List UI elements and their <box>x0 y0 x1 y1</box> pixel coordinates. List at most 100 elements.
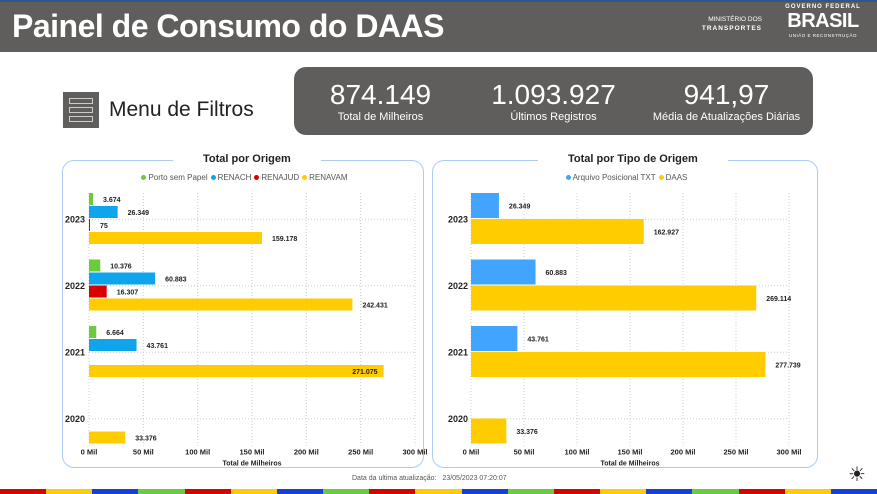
data-label: 162.927 <box>654 230 679 237</box>
stripe-segment <box>784 489 831 494</box>
bar-renajud <box>89 219 90 231</box>
y-tick-label: 2022 <box>65 281 85 291</box>
stripe-segment <box>230 489 277 494</box>
bar-arquivo-posicional-txt <box>471 326 518 351</box>
data-label: 60.883 <box>546 270 568 277</box>
legend-marker <box>565 175 571 180</box>
y-tick-label: 2020 <box>65 414 85 424</box>
stripe-segment <box>461 489 508 494</box>
y-tick-label: 2022 <box>448 281 468 291</box>
stripe-segment <box>138 489 185 494</box>
data-label: 75 <box>100 223 108 230</box>
x-tick-label: 50 Mil <box>133 448 154 457</box>
stripe-segment <box>507 489 554 494</box>
stripe-segment <box>276 489 324 494</box>
bar-renavam <box>89 365 384 377</box>
bar-porto-sem-papel <box>89 326 97 338</box>
bar-renach <box>89 339 137 351</box>
chart-title: Total por Origem <box>173 153 321 165</box>
stripe-segment <box>553 489 601 494</box>
bar-arquivo-posicional-txt <box>471 259 536 285</box>
x-tick-label: 250 Mil <box>723 448 748 457</box>
kpi-label: Média de Atualizações Diárias <box>652 111 801 123</box>
chart-svg: 0 Mil 50 Mil 100 Mil 150 Mil 200 Mil 250 Mil 3… <box>448 193 802 468</box>
bar-renavam <box>89 298 353 311</box>
stripe-segment <box>184 489 231 494</box>
bar-porto-sem-papel <box>89 259 101 272</box>
legend-item[interactable]: RENACH <box>217 173 252 182</box>
kpi-value: 874.149 <box>329 79 432 110</box>
data-label: 33.376 <box>135 436 157 443</box>
chart-legend: Porto sem Papel RENACH RENAJUD RENAVAM <box>63 173 423 182</box>
government-logo: GOVERNO FEDERAL BRASIL UNIÃO E RECONSTRU… <box>775 4 871 38</box>
y-tick-label: 2021 <box>448 347 468 357</box>
legend-marker <box>302 175 308 180</box>
header: Painel de Consumo do DAAS MINISTÉRIO DOS… <box>0 0 877 52</box>
stripe-segment <box>646 489 693 494</box>
stripe-segment <box>92 489 139 494</box>
chart-legend: Arquivo Posicional TXT DAAS <box>433 173 817 182</box>
data-label: 43.761 <box>147 343 169 350</box>
x-axis-title: Total de Milheiros <box>223 461 282 468</box>
bar-renach <box>89 206 118 218</box>
data-label: 26.349 <box>128 210 150 217</box>
data-label: 271.075 <box>352 369 377 376</box>
bar-daas <box>471 418 507 444</box>
x-axis-title: Total de Milheiros <box>601 461 660 468</box>
ministry-line1: MINISTÉRIO DOS <box>708 16 762 23</box>
stripe-segment <box>46 489 93 494</box>
hamburger-menu-icon[interactable] <box>63 92 99 128</box>
bar-renajud <box>89 285 107 298</box>
legend-item[interactable]: RENAVAM <box>309 173 348 182</box>
kpi-total-milheiros: 874.149 Total de Milheiros <box>296 79 466 123</box>
filter-menu-button[interactable]: Menu de Filtros <box>63 92 254 128</box>
kpi-ultimos-registros: 1.093.927 Últimos Registros <box>469 79 639 123</box>
legend-item[interactable]: Arquivo Posicional TXT <box>572 173 656 182</box>
data-label: 269.114 <box>766 296 791 303</box>
kpi-value: 941,97 <box>683 79 770 110</box>
x-tick-label: 0 Mil <box>81 448 98 457</box>
x-tick-label: 150 Mil <box>239 448 264 457</box>
legend-marker <box>210 175 216 180</box>
x-tick-label: 100 Mil <box>185 448 210 457</box>
stripe-segment <box>692 489 739 494</box>
data-label: 60.883 <box>165 277 187 284</box>
x-tick-label: 150 Mil <box>617 448 642 457</box>
y-tick-label: 2023 <box>65 214 85 224</box>
bar-renach <box>89 272 156 285</box>
bar-arquivo-posicional-txt <box>471 193 499 218</box>
x-tick-label: 200 Mil <box>294 448 319 457</box>
stripe-segment <box>830 489 877 494</box>
x-tick-label: 100 Mil <box>564 448 589 457</box>
stripe-segment <box>369 489 416 494</box>
kpi-media-atualizacoes: 941,97 Média de Atualizações Diárias <box>642 79 812 123</box>
data-label: 242.431 <box>362 303 387 310</box>
sun-icon[interactable]: ☀ <box>848 464 866 486</box>
legend-item[interactable]: RENAJUD <box>261 173 300 182</box>
last-update: Data da ultima atualização: 23/05/2023 07… <box>352 475 507 482</box>
data-label: 3.674 <box>103 197 121 204</box>
data-label: 6.664 <box>106 330 124 337</box>
bar-daas <box>471 219 644 244</box>
bar-porto-sem-papel <box>89 193 93 205</box>
color-stripe <box>0 489 877 494</box>
stripe-segment <box>415 489 462 494</box>
chart-total-por-tipo-de-origem: Total por Tipo de Origem Arquivo Posicio… <box>432 153 818 468</box>
y-tick-label: 2021 <box>65 347 85 357</box>
stripe-segment <box>600 489 647 494</box>
legend-item[interactable]: DAAS <box>665 173 688 182</box>
legend-marker <box>141 175 147 180</box>
x-tick-label: 300 Mil <box>402 448 427 457</box>
x-tick-label: 0 Mil <box>463 448 480 457</box>
chart-total-por-origem: Total por Origem Porto sem Papel RENACH RE… <box>62 153 428 468</box>
data-label: 159.178 <box>272 236 297 243</box>
y-tick-label: 2023 <box>448 214 468 224</box>
legend-item[interactable]: Porto sem Papel <box>148 173 208 182</box>
gov-top: GOVERNO FEDERAL <box>785 4 861 10</box>
ministry-line2: TRANSPORTES <box>701 25 762 32</box>
kpi-card: 874.149 Total de Milheiros 1.093.927 Últim… <box>294 67 813 135</box>
bar-daas <box>471 285 757 311</box>
chart-svg: 0 Mil 50 Mil 100 Mil 150 Mil 200 Mil 250 Mil 3… <box>65 193 428 468</box>
kpi-value: 1.093.927 <box>491 79 616 110</box>
data-label: 16.307 <box>117 290 139 297</box>
